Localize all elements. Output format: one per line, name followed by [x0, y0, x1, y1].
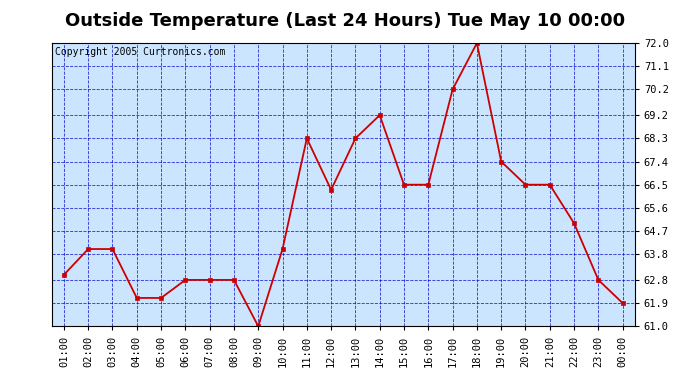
Text: Copyright 2005 Curtronics.com: Copyright 2005 Curtronics.com: [55, 47, 225, 57]
Text: Outside Temperature (Last 24 Hours) Tue May 10 00:00: Outside Temperature (Last 24 Hours) Tue …: [65, 12, 625, 30]
